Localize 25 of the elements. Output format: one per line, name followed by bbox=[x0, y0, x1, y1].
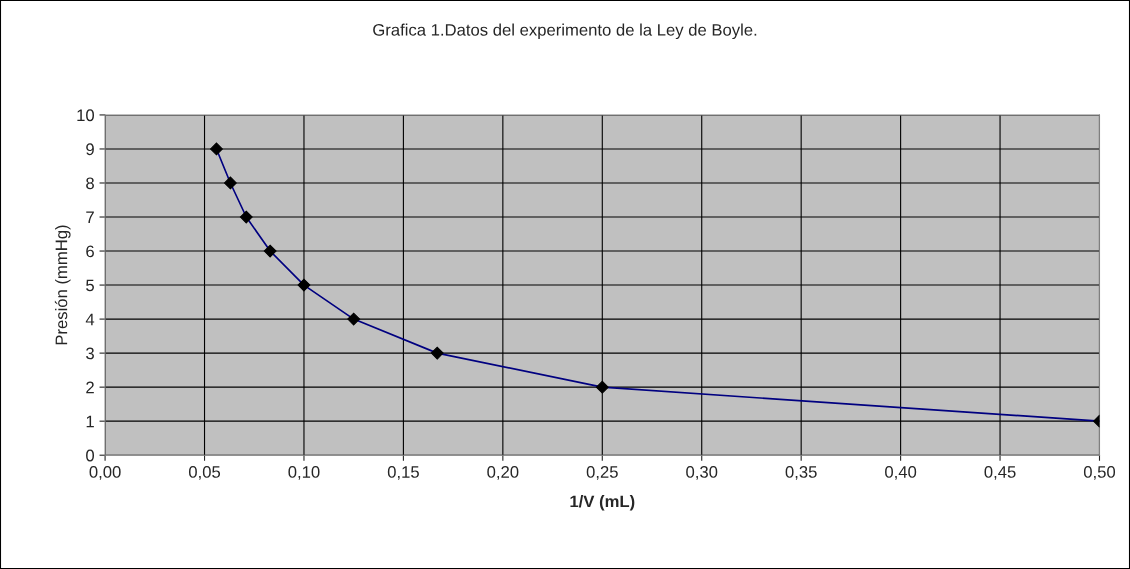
y-tick-label: 7 bbox=[86, 211, 94, 224]
y-tick-label: 5 bbox=[86, 279, 94, 292]
y-tick-label: 2 bbox=[86, 381, 94, 394]
chart-title: Grafica 1.Datos del experimento de la Ley de Boyle. bbox=[373, 23, 757, 40]
x-tick-label: 0,00 bbox=[89, 466, 121, 480]
y-tick-label: 9 bbox=[86, 143, 94, 156]
x-tick-label: 0,20 bbox=[487, 466, 519, 480]
y-tick-label: 0 bbox=[86, 449, 95, 462]
x-tick-label: 0,45 bbox=[984, 466, 1016, 480]
x-tick-label: 0,15 bbox=[387, 466, 419, 480]
x-tick-label: 0,40 bbox=[885, 466, 917, 480]
x-tick-label: 0,05 bbox=[188, 466, 221, 480]
x-tick-label: 0,30 bbox=[686, 466, 718, 480]
y-axis-title: Presión (mmHg) bbox=[54, 225, 71, 345]
y-tick-label: 1 bbox=[86, 415, 94, 428]
y-tick-label: 8 bbox=[86, 177, 94, 190]
x-axis-title: 1/V (mL) bbox=[570, 495, 635, 511]
x-tick-label: 0,35 bbox=[785, 466, 817, 480]
x-tick-label: 0,50 bbox=[1083, 466, 1116, 480]
y-tick-label: 4 bbox=[85, 313, 95, 326]
y-tick-label: 6 bbox=[86, 245, 94, 258]
x-tick-label: 0,10 bbox=[288, 466, 320, 480]
x-tick-label: 0,25 bbox=[586, 466, 618, 480]
y-tick-label: 3 bbox=[86, 347, 94, 360]
y-tick-label: 10 bbox=[77, 109, 95, 122]
